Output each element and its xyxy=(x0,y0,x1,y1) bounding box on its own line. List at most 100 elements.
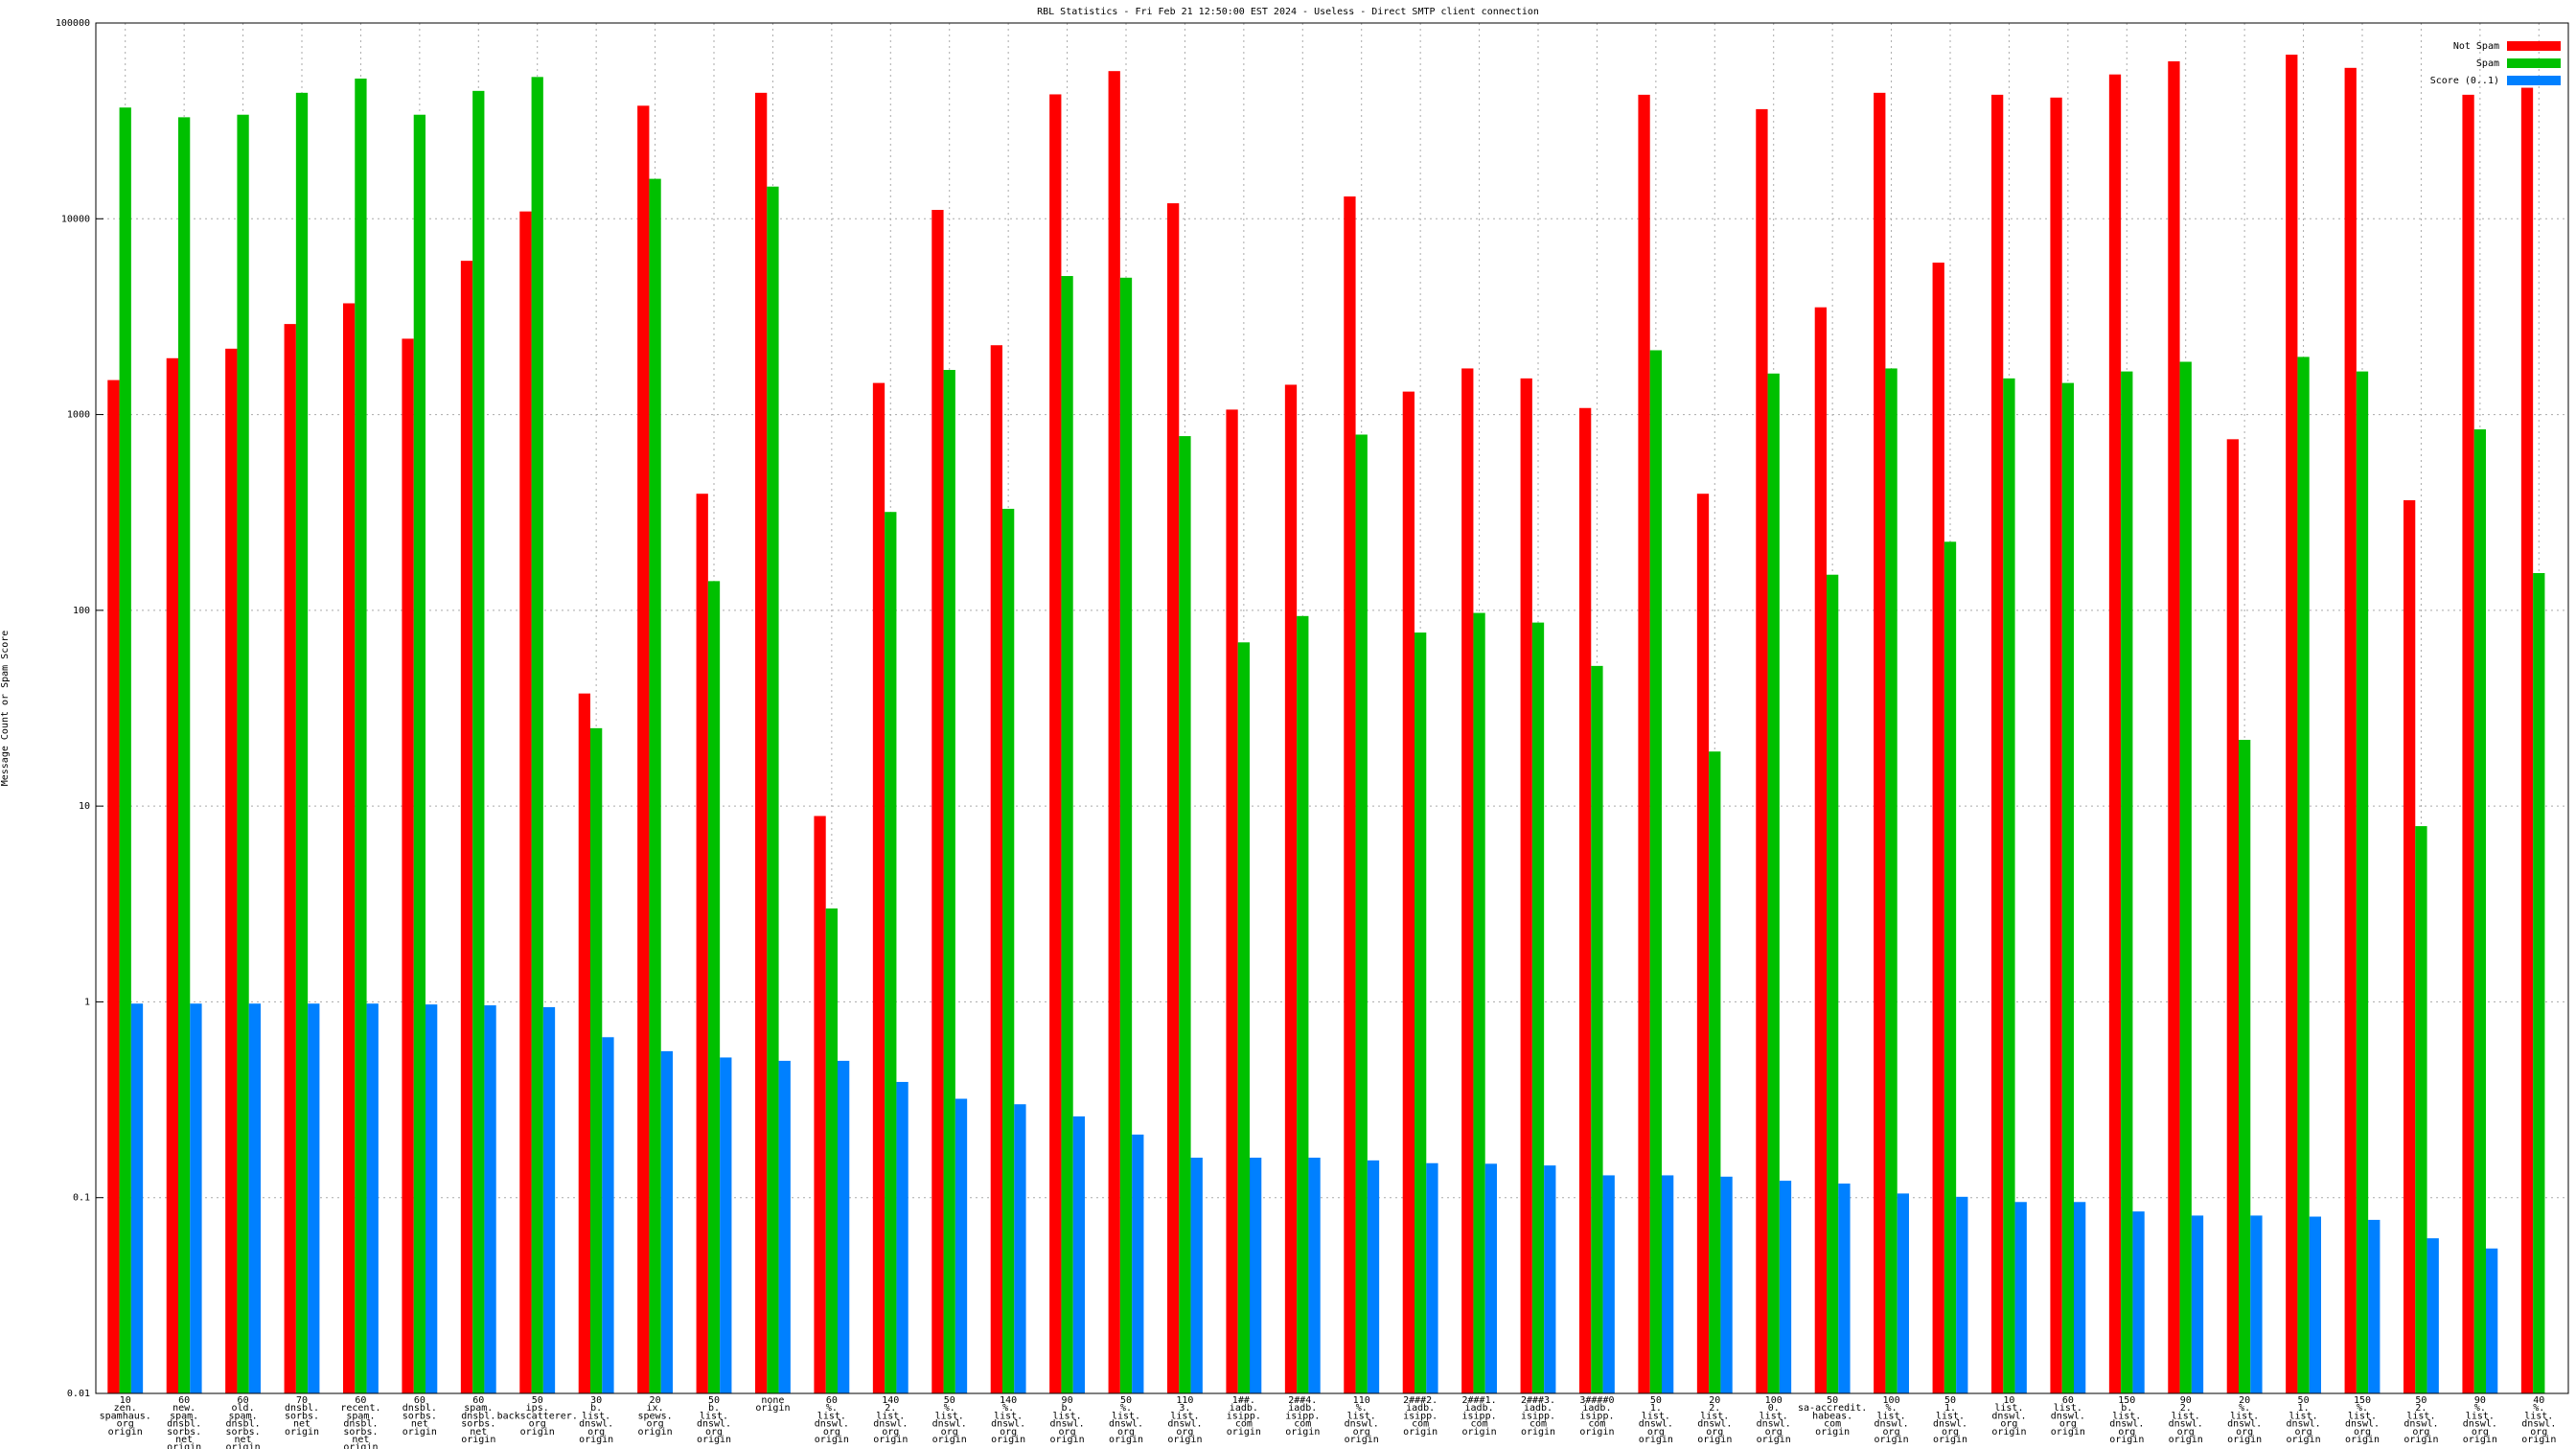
x-tick-label-line: origin xyxy=(2051,1427,2085,1438)
x-tick-label-line: org xyxy=(1765,1427,1782,1438)
bar xyxy=(2356,371,2369,1394)
x-tick-label: 150 b. list. dnswl. org origin xyxy=(2109,1395,2144,1445)
x-tick-label-line: net xyxy=(352,1435,369,1445)
x-tick-label-line: list. xyxy=(817,1411,846,1421)
x-tick-label-line: 10 xyxy=(2003,1395,2014,1406)
x-tick-label-line: ix. xyxy=(647,1403,664,1414)
bar xyxy=(130,1003,144,1393)
bar xyxy=(838,1060,850,1393)
x-tick-label-line: org xyxy=(941,1427,958,1438)
x-tick-label-line: spam. xyxy=(229,1411,258,1421)
bar xyxy=(1838,1184,1851,1393)
bar xyxy=(943,370,955,1393)
bar xyxy=(2179,361,2192,1393)
bar xyxy=(1696,494,1710,1393)
x-tick-label-line: dnswl. xyxy=(873,1419,908,1430)
x-tick-label-line: org xyxy=(1883,1427,1900,1438)
x-tick-label-line: 60 xyxy=(414,1395,426,1406)
x-tick-label-line: %. xyxy=(944,1403,955,1414)
x-tick-label: 60 old. spam. dnsbl. sorbs. net origin xyxy=(226,1395,261,1449)
bar xyxy=(1756,108,1768,1394)
x-tick-label-line: list. xyxy=(1994,1403,2023,1414)
x-tick-label-line: list. xyxy=(1347,1411,1376,1421)
bar xyxy=(1932,263,1944,1393)
x-tick-label-line: origin xyxy=(932,1435,967,1445)
x-tick-label: 60 dnsbl. sorbs. net origin xyxy=(402,1395,437,1438)
x-tick-label-line: list. xyxy=(876,1411,905,1421)
bar xyxy=(2132,1211,2145,1393)
x-tick-label-line: list. xyxy=(2054,1403,2082,1414)
bar xyxy=(1402,391,1414,1394)
x-tick-label-line: iadb. xyxy=(1288,1403,1317,1414)
x-tick-label-line: zen. xyxy=(114,1403,137,1414)
bar xyxy=(1591,665,1603,1393)
x-tick-label-line: list. xyxy=(1170,1411,1199,1421)
bar xyxy=(1002,508,1015,1393)
x-tick-label: 3####0 iadb. isipp. com origin xyxy=(1579,1395,1614,1438)
x-tick-label-line: %. xyxy=(2357,1403,2368,1414)
x-tick-label-line: 100 xyxy=(1765,1395,1782,1406)
x-tick-label: 50%. list. dnswl. org origin xyxy=(932,1395,967,1445)
x-tick-label: 50%. list. dnswl. org origin xyxy=(1109,1395,1143,1445)
x-tick-label-line: spam. xyxy=(346,1411,375,1421)
x-tick-label-line: list. xyxy=(1936,1411,1965,1421)
x-tick-label-line: dnsbl. xyxy=(402,1403,437,1414)
bar xyxy=(1885,368,1898,1394)
x-tick-label-line: org xyxy=(117,1419,134,1430)
x-tick-label-line: origin xyxy=(697,1435,731,1445)
x-tick-label-line: 50 xyxy=(1650,1395,1662,1406)
bar xyxy=(696,494,708,1393)
x-tick-label-line: origin xyxy=(755,1403,790,1414)
bar xyxy=(1367,1160,1380,1393)
x-tick-label-line: origin xyxy=(1933,1435,1967,1445)
x-tick-label-line: isipp. xyxy=(1227,1411,1261,1421)
x-tick-label-line: org xyxy=(2295,1427,2312,1438)
x-tick-label: 140 2. list. dnswl. org origin xyxy=(873,1395,908,1445)
x-tick-label-line: b. xyxy=(2121,1403,2132,1414)
x-tick-label-line: origin xyxy=(638,1427,673,1438)
bar xyxy=(2168,61,2180,1394)
x-tick-label-line: 2. xyxy=(1709,1403,1720,1414)
bar xyxy=(1649,350,1662,1393)
bar xyxy=(2061,382,2074,1394)
x-tick-label-line: 50 xyxy=(1120,1395,1132,1406)
x-tick-label-line: org xyxy=(647,1419,664,1430)
x-tick-label-line: org xyxy=(2354,1427,2371,1438)
x-tick-label-line: dnswl. xyxy=(1050,1419,1085,1430)
x-tick-label-line: org xyxy=(529,1419,546,1430)
x-tick-label-line: org xyxy=(1353,1427,1370,1438)
bar xyxy=(1544,1165,1556,1393)
x-tick-label-line: org xyxy=(2472,1427,2489,1438)
x-tick-label-line: dnswl. xyxy=(2345,1419,2380,1430)
bar xyxy=(484,1005,496,1393)
legend-label: Score (0..1) xyxy=(2430,76,2499,86)
bar xyxy=(1579,407,1592,1394)
x-tick-label-line: old. xyxy=(232,1403,255,1414)
bar xyxy=(1167,203,1180,1394)
x-tick-label-line: 60 xyxy=(178,1395,190,1406)
x-tick-label-line: org xyxy=(2236,1427,2253,1438)
x-tick-label-line: 20 xyxy=(650,1395,661,1406)
bar xyxy=(707,581,721,1393)
x-tick-label: 140%. list. dnswl. org origin xyxy=(991,1395,1025,1445)
x-tick-label-line: iadb. xyxy=(1582,1403,1611,1414)
x-tick-label-line: sorbs. xyxy=(402,1411,437,1421)
x-tick-label: 60%. list. dnswl. org origin xyxy=(815,1395,849,1445)
x-tick-label: none origin xyxy=(755,1395,790,1414)
x-tick-label-line: origin xyxy=(1815,1427,1850,1438)
x-tick-label-line: 2. xyxy=(2415,1403,2426,1414)
bar xyxy=(119,107,131,1394)
x-tick-label-line: 20 xyxy=(2239,1395,2250,1406)
x-tick-label-line: origin xyxy=(520,1427,555,1438)
x-tick-label-line: list. xyxy=(2172,1411,2200,1421)
x-tick-label: 2###1. iadb. isipp. com origin xyxy=(1462,1395,1497,1438)
bar xyxy=(190,1003,202,1393)
x-tick-label-line: 1##. xyxy=(1232,1395,1255,1406)
bar xyxy=(896,1081,908,1393)
x-tick-label-line: org xyxy=(1942,1427,1959,1438)
x-tick-label-line: dnswl. xyxy=(1109,1419,1143,1430)
bar xyxy=(1014,1104,1026,1393)
bar xyxy=(531,77,543,1393)
x-tick-label: 50 sa-accredit. habeas. com origin xyxy=(1798,1395,1867,1438)
x-tick-label-line: origin xyxy=(873,1435,908,1445)
